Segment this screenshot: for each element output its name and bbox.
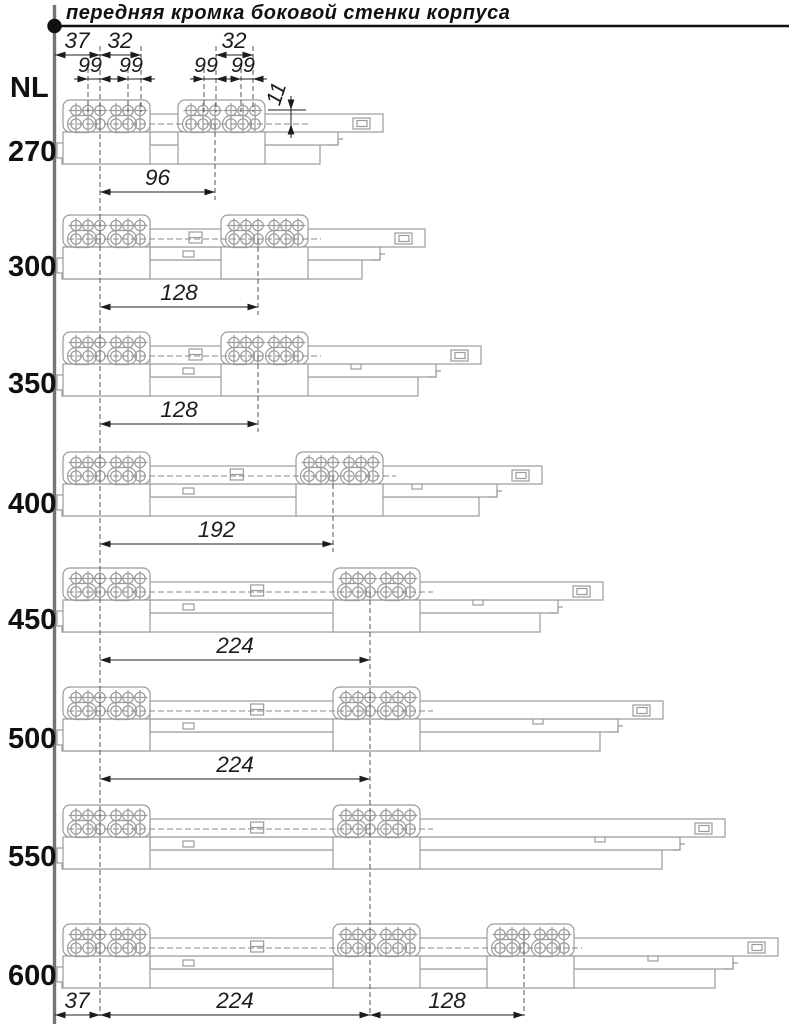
svg-text:96: 96 — [145, 165, 171, 190]
slide-assembly-350 — [56, 331, 482, 397]
slide-assembly-550 — [56, 804, 726, 870]
svg-text:192: 192 — [198, 517, 236, 542]
svg-text:37: 37 — [64, 988, 91, 1013]
dimension-spacing-300: 128 — [100, 239, 259, 315]
mounting-bracket — [62, 567, 151, 633]
slide-assembly-500 — [56, 686, 664, 752]
page-title: передняя кромка боковой стенки корпуса — [66, 2, 511, 24]
mounting-bracket — [332, 686, 421, 752]
svg-text:37: 37 — [64, 28, 91, 53]
row-label-500: 500 — [8, 723, 57, 755]
mounting-bracket — [332, 804, 421, 870]
row-label-350: 350 — [8, 368, 57, 400]
mounting-bracket — [220, 331, 309, 397]
dimension-spacing-400: 192 — [100, 476, 334, 552]
mounting-bracket — [62, 451, 151, 517]
origin-dot — [47, 18, 62, 34]
row-label-450: 450 — [8, 604, 57, 636]
mounting-bracket — [220, 214, 309, 280]
mounting-bracket — [62, 923, 151, 989]
svg-text:99: 99 — [194, 53, 218, 77]
dimension-spacing-450: 224 — [100, 633, 370, 664]
slide-assembly-300 — [56, 214, 426, 280]
svg-text:99: 99 — [78, 53, 102, 77]
reference-lines — [99, 46, 525, 1016]
dimension-spacing-500: 224 — [100, 752, 370, 783]
svg-text:128: 128 — [428, 988, 466, 1013]
row-label-550: 550 — [8, 841, 57, 873]
mounting-bracket — [486, 923, 575, 989]
row-label-600: 600 — [8, 960, 57, 992]
mounting-bracket — [177, 99, 266, 165]
mounting-bracket — [62, 686, 151, 752]
mounting-bracket — [62, 804, 151, 870]
mounting-bracket — [332, 567, 421, 633]
svg-text:224: 224 — [215, 988, 254, 1013]
svg-text:32: 32 — [221, 28, 247, 53]
dimension-spacing-350: 128 — [100, 356, 259, 432]
mounting-bracket — [62, 99, 151, 165]
row-label-300: 300 — [8, 251, 57, 283]
slide-assembly-450 — [56, 567, 604, 633]
mounting-bracket — [62, 331, 151, 397]
mounting-bracket — [62, 214, 151, 280]
row-label-270: 270 — [8, 136, 57, 168]
svg-text:32: 32 — [107, 28, 133, 53]
svg-text:224: 224 — [215, 633, 254, 658]
row-label-400: 400 — [8, 488, 57, 520]
cabinet-front-edge-line — [52, 5, 57, 1024]
bottom-dimensions: 37 224 128 — [55, 988, 524, 1019]
mounting-bracket — [332, 923, 421, 989]
slide-assembly-600 — [56, 923, 779, 989]
dimension-spacing-270: 96 — [100, 124, 216, 200]
slide-assembly-400 — [56, 451, 543, 517]
slide-assembly-270 — [56, 99, 384, 165]
svg-text:11: 11 — [261, 80, 291, 109]
svg-text:99: 99 — [119, 53, 143, 77]
svg-text:128: 128 — [160, 280, 198, 305]
nominal-length-axis-label: NL — [10, 72, 49, 104]
svg-text:224: 224 — [215, 752, 254, 777]
mounting-bracket — [295, 451, 384, 517]
svg-text:99: 99 — [231, 53, 255, 77]
svg-text:128: 128 — [160, 397, 198, 422]
